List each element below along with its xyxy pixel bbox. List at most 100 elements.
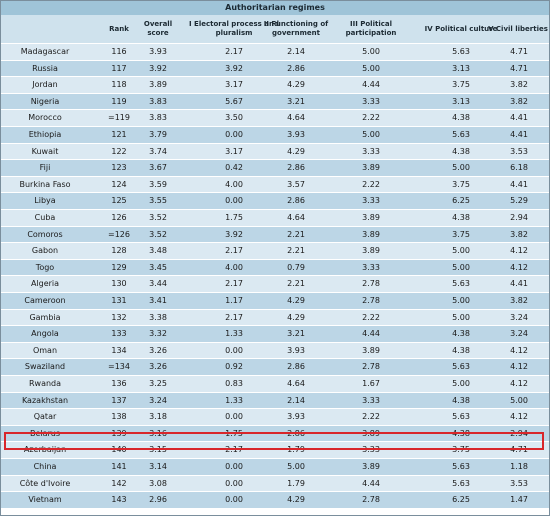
overall-score-cell: 3.74 xyxy=(149,146,167,156)
civil-liberties-cell: 4.71 xyxy=(510,445,528,455)
political-participation-cell: 3.33 xyxy=(362,445,380,455)
political-participation-cell: 3.33 xyxy=(362,96,380,106)
rank-cell: 139 xyxy=(111,428,127,438)
political-participation-cell: 1.67 xyxy=(362,379,380,388)
rank-cell: 125 xyxy=(111,196,127,206)
political-culture-cell: 5.00 xyxy=(452,262,470,272)
header-rank: Rank xyxy=(109,24,129,33)
political-culture-cell: 5.00 xyxy=(452,163,470,173)
rank-cell: 123 xyxy=(111,163,127,173)
electoral-process-cell: 3.92 xyxy=(225,63,243,73)
country-cell: Fiji xyxy=(39,163,51,173)
civil-liberties-cell: 4.12 xyxy=(510,345,528,355)
electoral-process-cell: 0.83 xyxy=(225,379,243,388)
political-culture-cell: 6.25 xyxy=(452,196,470,206)
overall-score-cell: 3.59 xyxy=(149,179,167,189)
political-culture-cell: 5.63 xyxy=(452,462,470,471)
table-row: Burkina Faso 124 3.59 4.00 3.57 2.22 3.75 4.41 xyxy=(1,175,549,193)
political-participation-cell: 4.44 xyxy=(362,329,380,339)
overall-score-cell: 3.24 xyxy=(149,395,167,405)
political-participation-cell: 2.22 xyxy=(362,179,380,189)
political-culture-cell: 5.63 xyxy=(452,362,470,372)
overall-score-cell: 3.45 xyxy=(149,262,167,272)
electoral-process-cell: 1.33 xyxy=(225,329,243,339)
civil-liberties-cell: 4.41 xyxy=(510,179,528,189)
country-cell: Ethiopia xyxy=(28,130,62,139)
country-cell: Russia xyxy=(32,63,58,73)
political-participation-cell: 2.22 xyxy=(362,412,380,422)
political-participation-cell: 3.89 xyxy=(362,163,380,173)
political-participation-cell: 3.33 xyxy=(362,196,380,206)
civil-liberties-cell: 3.24 xyxy=(510,312,528,322)
functioning-of-government-cell: 4.29 xyxy=(287,312,305,322)
functioning-of-government-cell: 4.64 xyxy=(287,379,305,388)
table-title: Authoritarian regimes xyxy=(1,1,549,15)
functioning-of-government-cell: 2.21 xyxy=(287,246,305,256)
functioning-of-government-cell: 5.00 xyxy=(287,462,305,471)
header-overall-score: Overall score xyxy=(143,20,173,37)
overall-score-cell: 3.89 xyxy=(149,80,167,90)
rank-cell: 121 xyxy=(111,130,127,139)
electoral-process-cell: 2.17 xyxy=(225,312,243,322)
political-participation-cell: 5.00 xyxy=(362,63,380,73)
civil-liberties-cell: 4.41 xyxy=(510,113,528,123)
rank-cell: 141 xyxy=(111,462,127,471)
functioning-of-government-cell: 4.29 xyxy=(287,80,305,90)
country-cell: Oman xyxy=(32,345,58,355)
electoral-process-cell: 2.17 xyxy=(225,246,243,256)
country-cell: Gabon xyxy=(31,246,59,256)
rank-cell: 136 xyxy=(111,379,127,388)
functioning-of-government-cell: 3.93 xyxy=(287,130,305,139)
table-row: Togo 129 3.45 4.00 0.79 3.33 5.00 4.12 xyxy=(1,258,549,276)
overall-score-cell: 2.96 xyxy=(149,495,167,505)
overall-score-cell: 3.14 xyxy=(149,462,167,471)
civil-liberties-cell: 5.00 xyxy=(510,395,528,405)
overall-score-cell: 3.16 xyxy=(149,428,167,438)
rank-cell: =126 xyxy=(108,229,130,239)
table-row: Madagascar 116 3.93 2.17 2.14 5.00 5.63 4.71 xyxy=(1,43,549,60)
overall-score-cell: 3.48 xyxy=(149,246,167,256)
rank-cell: 140 xyxy=(111,445,127,455)
overall-score-cell: 3.26 xyxy=(149,345,167,355)
country-cell: Kazakhstan xyxy=(21,395,69,405)
header-political-culture: IV Political culture xyxy=(424,24,498,33)
header-electoral-process: I Electoral process and pluralism xyxy=(189,20,279,37)
table-row: Gambia 132 3.38 2.17 4.29 2.22 5.00 3.24 xyxy=(1,308,549,326)
table-row: Jordan 118 3.89 3.17 4.29 4.44 3.75 3.82 xyxy=(1,76,549,94)
political-participation-cell: 5.00 xyxy=(362,130,380,139)
functioning-of-government-cell: 2.21 xyxy=(287,279,305,289)
functioning-of-government-cell: 4.29 xyxy=(287,495,305,505)
overall-score-cell: 3.25 xyxy=(149,379,167,388)
overall-score-cell: 3.52 xyxy=(149,229,167,239)
electoral-process-cell: 0.00 xyxy=(225,462,243,471)
table-row: Azerbaijan 140 3.15 2.17 1.79 3.33 3.75 4.71 xyxy=(1,441,549,459)
country-cell: Gambia xyxy=(29,312,61,322)
political-culture-cell: 4.38 xyxy=(452,395,470,405)
civil-liberties-cell: 2.94 xyxy=(510,213,528,222)
functioning-of-government-cell: 4.29 xyxy=(287,296,305,305)
overall-score-cell: 3.32 xyxy=(149,329,167,339)
electoral-process-cell: 4.00 xyxy=(225,179,243,189)
functioning-of-government-cell: 3.93 xyxy=(287,345,305,355)
political-participation-cell: 3.33 xyxy=(362,146,380,156)
political-culture-cell: 5.63 xyxy=(452,279,470,289)
political-culture-cell: 5.63 xyxy=(452,478,470,488)
country-cell: Côte d'Ivoire xyxy=(19,478,71,488)
country-cell: Angola xyxy=(31,329,59,339)
functioning-of-government-cell: 1.79 xyxy=(287,478,305,488)
overall-score-cell: 3.38 xyxy=(149,312,167,322)
country-cell: Azerbaijan xyxy=(23,445,67,455)
political-participation-cell: 2.78 xyxy=(362,362,380,372)
electoral-process-cell: 2.17 xyxy=(225,279,243,289)
political-culture-cell: 5.63 xyxy=(452,130,470,139)
civil-liberties-cell: 3.82 xyxy=(510,96,528,106)
political-culture-cell: 3.75 xyxy=(452,229,470,239)
table-row: Vietnam 143 2.96 0.00 4.29 2.78 6.25 1.47 xyxy=(1,491,549,509)
rank-cell: 117 xyxy=(111,63,127,73)
country-cell: Cameroon xyxy=(24,296,66,305)
political-participation-cell: 2.78 xyxy=(362,279,380,289)
rank-cell: 119 xyxy=(111,96,127,106)
country-cell: Vietnam xyxy=(28,495,62,505)
country-cell: Jordan xyxy=(32,80,58,90)
